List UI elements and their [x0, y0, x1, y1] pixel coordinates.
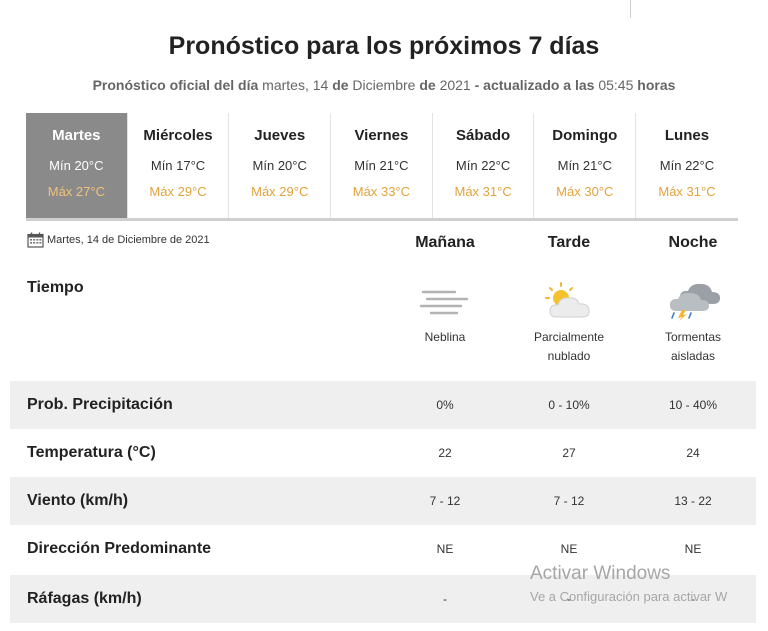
watermark-title: Activar Windows [530, 563, 671, 584]
row-value: - [567, 592, 571, 606]
day-tabs: Martes Mín 20°C Máx 27°C Miércoles Mín 1… [26, 113, 738, 221]
day-min-temp: Mín 20°C [49, 158, 104, 173]
subtitle-updated: - actualizado a las [474, 77, 595, 93]
day-name: Viernes [354, 127, 409, 144]
subtitle-date-month: Diciembre [348, 77, 420, 93]
day-max-temp: Máx 31°C [658, 184, 716, 199]
watermark-subtitle: Ve a Configuración para activar W [530, 589, 728, 604]
page-subtitle: Pronóstico oficial del día martes, 14 de… [0, 77, 768, 93]
period-night: Noche [668, 234, 718, 251]
row-value: NE [684, 542, 702, 556]
weather-desc-line: Parcialmente [533, 330, 605, 344]
day-min-temp: Mín 20°C [252, 158, 307, 173]
row-value: 7 - 12 [429, 494, 461, 508]
top-divider [630, 0, 631, 18]
row-value: 24 [686, 446, 700, 460]
period-morning: Mañana [415, 234, 475, 251]
row-precipitation: Prob. Precipitación 0% 0 - 10% 10 - 40% [10, 381, 756, 429]
day-max-temp: Máx 30°C [556, 184, 614, 199]
row-value: NE [560, 542, 578, 556]
day-name: Sábado [456, 127, 511, 144]
day-max-temp: Máx 29°C [251, 184, 309, 199]
windows-activation-watermark: Activar Windows Ve a Configuración para … [530, 563, 727, 604]
day-min-temp: Mín 22°C [659, 158, 715, 173]
weather-desc-line: Neblina [424, 330, 466, 344]
weather-desc-morning: Neblina [385, 328, 505, 347]
day-max-temp: Máx 27°C [47, 184, 105, 199]
row-value: 0% [436, 398, 454, 412]
row-value: - [691, 592, 695, 606]
day-tab-domingo[interactable]: Domingo Mín 21°C Máx 30°C [534, 113, 637, 218]
day-tab-martes[interactable]: Martes Mín 20°C Máx 27°C [26, 113, 128, 218]
day-max-temp: Máx 29°C [149, 184, 207, 199]
subtitle-date-day: martes, 14 [258, 77, 333, 93]
day-tab-miercoles[interactable]: Miércoles Mín 17°C Máx 29°C [128, 113, 230, 218]
subtitle-date-year: 2021 [435, 77, 475, 93]
subtitle-prefix: Pronóstico oficial del día [92, 77, 259, 93]
period-afternoon: Tarde [547, 234, 591, 251]
thunderstorm-icon [669, 283, 720, 321]
row-temperature: Temperatura (°C) 22 27 24 [10, 429, 756, 477]
day-name: Lunes [664, 127, 710, 144]
row-wind: Viento (km/h) 7 - 12 7 - 12 13 - 22 [10, 477, 756, 525]
page-title: Pronóstico para los próximos 7 días [168, 32, 600, 60]
day-tab-lunes[interactable]: Lunes Mín 22°C Máx 31°C [636, 113, 738, 218]
weather-desc-line: nublado [547, 349, 591, 363]
fog-icon [419, 290, 469, 315]
day-min-temp: Mín 21°C [354, 158, 409, 173]
row-label: Dirección Predominante [27, 540, 212, 557]
row-value: 22 [438, 446, 452, 460]
row-value: 13 - 22 [674, 494, 712, 508]
row-label: Ráfagas (km/h) [27, 590, 142, 607]
row-value: NE [436, 542, 454, 556]
day-min-temp: Mín 22°C [455, 158, 511, 173]
row-label: Temperatura (°C) [27, 444, 156, 461]
weather-desc-afternoon: Parcialmente nublado [509, 328, 629, 366]
day-name: Domingo [552, 127, 618, 144]
row-label: Prob. Precipitación [27, 396, 173, 413]
row-direction: Dirección Predominante NE NE NE [10, 525, 756, 573]
day-name: Jueves [254, 127, 306, 144]
row-value: 0 - 10% [548, 398, 590, 412]
detail-date: Martes, 14 de Diciembre de 2021 [27, 232, 210, 248]
subtitle-hours: horas [637, 77, 676, 93]
subtitle-time: 05:45 [594, 77, 638, 93]
row-value: 10 - 40% [668, 398, 718, 412]
day-max-temp: Máx 33°C [352, 184, 411, 199]
weather-desc-line: aisladas [670, 349, 716, 363]
tiempo-label: Tiempo [27, 279, 84, 296]
day-tab-sabado[interactable]: Sábado Mín 22°C Máx 31°C [433, 113, 535, 218]
day-max-temp: Máx 31°C [454, 184, 512, 199]
calendar-icon [27, 232, 44, 248]
row-gusts: Ráfagas (km/h) - - - [10, 575, 756, 623]
day-name: Martes [52, 127, 101, 144]
day-tab-viernes[interactable]: Viernes Mín 21°C Máx 33°C [331, 113, 433, 218]
day-name: Miércoles [143, 127, 213, 144]
row-value: 27 [562, 446, 576, 460]
weather-desc-line: Tormentas [664, 330, 722, 344]
row-value: 7 - 12 [553, 494, 585, 508]
subtitle-de-1: de [332, 77, 349, 93]
row-label: Viento (km/h) [27, 492, 129, 509]
detail-date-text: Martes, 14 de Diciembre de 2021 [47, 234, 210, 246]
day-tab-jueves[interactable]: Jueves Mín 20°C Máx 29°C [229, 113, 332, 218]
weather-desc-night: Tormentas aisladas [633, 328, 753, 366]
row-value: - [443, 592, 447, 606]
partly-cloudy-icon [545, 282, 590, 318]
subtitle-de-2: de [419, 77, 436, 93]
day-min-temp: Mín 17°C [150, 158, 206, 173]
day-min-temp: Mín 21°C [557, 158, 612, 173]
